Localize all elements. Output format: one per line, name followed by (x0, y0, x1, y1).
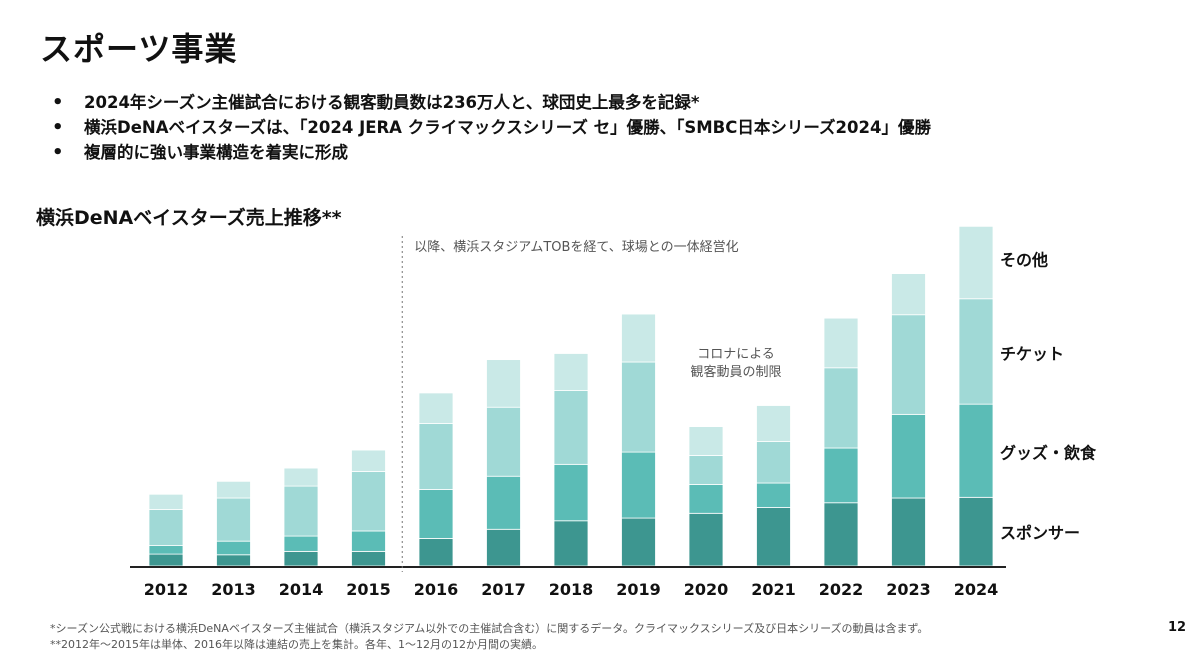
bar-segment-2012-0 (148, 553, 184, 567)
x-tick-label: 2021 (751, 580, 796, 599)
bar-segment-2016-0 (418, 538, 454, 567)
bar-segment-2018-3 (553, 353, 589, 391)
legend-label: その他 (1000, 251, 1048, 270)
bar-segment-2024-2 (958, 298, 994, 405)
bar-segment-2015-2 (351, 471, 386, 532)
bar-segment-2018-1 (553, 463, 589, 522)
bar-segment-2018-0 (553, 520, 589, 567)
x-tick-label: 2022 (819, 580, 864, 599)
footnotes: *シーズン公式戦における横浜DeNAベイスターズ主催試合（横浜スタジアム以外での… (50, 621, 928, 653)
page-title: スポーツ事業 (40, 30, 238, 68)
x-tick-label: 2017 (481, 580, 526, 599)
bar-segment-2019-3 (621, 313, 656, 363)
footnote: **2012年～2015年は単体、2016年以降は連結の売上を集計。各年、1～1… (50, 638, 543, 651)
bullet-item: 複層的に強い事業構造を着実に形成 (52, 140, 931, 165)
bar-segment-2020-1 (688, 483, 724, 514)
bar-segment-2023-3 (891, 273, 926, 316)
bar-segment-2022-2 (823, 367, 859, 449)
bar-segment-2016-2 (418, 423, 454, 490)
bar-segment-2013-0 (216, 554, 251, 567)
bar-segment-2019-1 (621, 451, 656, 519)
bar-segment-2022-1 (823, 447, 859, 504)
bar-segment-2014-3 (283, 467, 319, 487)
bar-segment-2015-0 (351, 550, 386, 567)
x-tick-label: 2020 (684, 580, 729, 599)
bar-segment-2016-1 (418, 489, 454, 539)
bar-segment-2014-0 (283, 550, 319, 567)
x-tick-label: 2016 (414, 580, 459, 599)
bar-segment-2017-1 (486, 475, 521, 530)
bar-segment-2017-2 (486, 406, 521, 477)
bar-segment-2023-1 (891, 413, 926, 499)
x-tick-label: 2013 (211, 580, 256, 599)
bar-segment-2021-0 (756, 507, 791, 567)
legend-label: グッズ・飲食 (1000, 444, 1097, 463)
x-tick-label: 2019 (616, 580, 661, 599)
chart-title: 横浜DeNAベイスターズ売上推移** (36, 207, 342, 229)
x-tick-label: 2014 (279, 580, 324, 599)
x-tick-label: 2023 (886, 580, 931, 599)
bar-segment-2018-2 (553, 390, 589, 465)
x-tick-label: 2018 (549, 580, 594, 599)
x-tick-label: 2012 (144, 580, 189, 599)
bar-segment-2020-3 (688, 426, 724, 456)
bar-segment-2024-3 (958, 225, 994, 300)
bar-segment-2015-3 (351, 449, 386, 472)
bar-segment-2022-0 (823, 502, 859, 567)
page-number: 12 (1168, 620, 1187, 635)
bar-segment-2019-2 (621, 361, 656, 453)
bullet-item: 2024年シーズン主催試合における観客動員数は236万人と、球団史上最多を記録* (52, 90, 931, 115)
bar-segment-2012-3 (148, 493, 184, 510)
footnote: *シーズン公式戦における横浜DeNAベイスターズ主催試合（横浜スタジアム以外での… (50, 622, 929, 635)
bar-segment-2012-1 (148, 545, 184, 555)
legend-label: スポンサー (1000, 524, 1080, 543)
bar-segment-2017-0 (486, 528, 521, 567)
bar-segment-2024-0 (958, 496, 994, 567)
bar-segment-2014-2 (283, 485, 319, 537)
legend-label: チケット (1000, 344, 1064, 363)
bar-segment-2016-3 (418, 392, 454, 424)
bar-segment-2021-3 (756, 405, 791, 442)
bullet-list: 2024年シーズン主催試合における観客動員数は236万人と、球団史上最多を記録*… (52, 90, 931, 165)
bar-segment-2021-2 (756, 441, 791, 484)
bar-segment-2015-1 (351, 530, 386, 552)
bar-segment-2012-2 (148, 509, 184, 546)
bar-segment-2023-2 (891, 314, 926, 415)
x-tick-label: 2024 (954, 580, 999, 599)
bar-segment-2020-2 (688, 455, 724, 485)
bar-segment-2013-2 (216, 497, 251, 542)
annotation-line: コロナによる (697, 347, 775, 362)
bar-segment-2022-3 (823, 317, 859, 369)
bar-segment-2017-3 (486, 359, 521, 408)
bar-segment-2013-3 (216, 480, 251, 499)
bar-segment-2014-1 (283, 535, 319, 552)
bar-segment-2023-0 (891, 497, 926, 567)
annotation-text: コロナによる観客動員の制限 (690, 347, 781, 380)
bar-segment-2024-1 (958, 403, 994, 498)
bar-segment-2013-1 (216, 540, 251, 556)
bar-segment-2021-1 (756, 482, 791, 508)
bullet-item: 横浜DeNAベイスターズは、「2024 JERA クライマックスシリーズ セ」優… (52, 115, 931, 140)
bar-segment-2020-0 (688, 512, 724, 567)
annotation-line: 観客動員の制限 (690, 364, 781, 380)
annotation-text: 以降、横浜スタジアムTOBを経て、球場との一体経営化 (414, 240, 738, 255)
bar-segment-2019-0 (621, 517, 656, 567)
x-tick-label: 2015 (346, 580, 391, 599)
